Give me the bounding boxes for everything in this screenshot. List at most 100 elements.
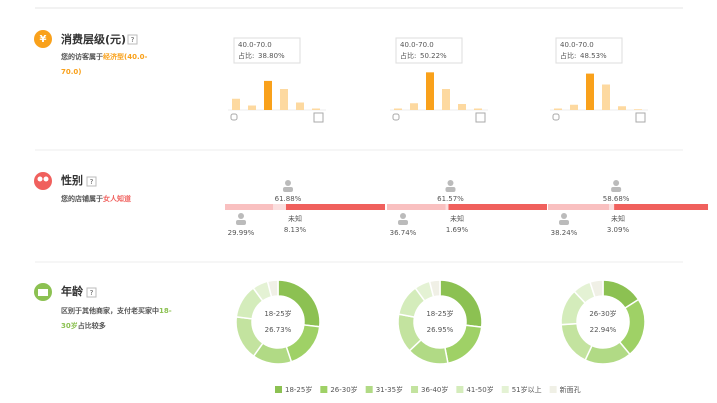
section-icon [34, 30, 52, 48]
male-label: 36.74% [390, 229, 417, 237]
unknown-name: 未知 [611, 214, 625, 223]
tooltip-box [395, 37, 463, 64]
desc-highlight: 18-30岁 [61, 307, 172, 330]
section-title: 消费层级(元) [61, 32, 126, 46]
min-icon [552, 113, 560, 121]
female-label: 61.88% [275, 195, 302, 203]
legend-label: 新面孔 [560, 385, 581, 394]
unknown-label: 3.09% [607, 226, 630, 234]
bar [410, 103, 418, 110]
tooltip-range: 40.0-70.0 [560, 41, 594, 49]
tooltip-range: 40.0-70.0 [400, 41, 434, 49]
bar [394, 108, 402, 110]
icon-shape [38, 289, 48, 296]
donut-center-name: 18-25岁 [426, 309, 453, 318]
bar [458, 104, 466, 110]
help-icon[interactable] [86, 287, 97, 298]
legend-swatch [456, 386, 464, 393]
section-desc: 您的店铺属于女人知道 [61, 192, 171, 207]
section-title: 性别 [61, 173, 83, 187]
tooltip-label: 占比: [560, 51, 576, 60]
bar [280, 89, 288, 110]
donut-center-name: 18-25岁 [264, 309, 291, 318]
desc-highlight: 经济型(40.0-70.0) [61, 53, 148, 76]
legend-swatch [501, 386, 509, 393]
section-icon [34, 172, 52, 190]
person-icon [445, 187, 456, 192]
person-icon [400, 213, 406, 219]
female-bar [614, 204, 709, 210]
person-icon [284, 180, 291, 186]
donut-center-value: 26.73% [265, 326, 292, 334]
desc-text: 区别于其他商家，支付老买家中 [61, 307, 159, 315]
tooltip-box [233, 37, 301, 64]
min-icon [230, 113, 238, 121]
person-icon [398, 220, 408, 225]
tooltip-value: 50.22% [420, 52, 447, 60]
bar [264, 80, 272, 110]
donut-segment [439, 279, 483, 329]
bar [442, 89, 450, 110]
help-icon[interactable] [127, 34, 138, 45]
person-icon [559, 220, 569, 225]
person-icon [561, 213, 567, 219]
section-desc: 区别于其他商家，支付老买家中18-30岁占比较多 [61, 304, 181, 334]
section-desc: 您的访客属于经济型(40.0-70.0) [61, 50, 156, 80]
male-label: 29.99% [228, 229, 255, 237]
tooltip-range: 40.0-70.0 [238, 41, 272, 49]
legend-label: 26-30岁 [330, 385, 357, 394]
donut-center-value: 22.94% [590, 326, 617, 334]
unknown-name: 未知 [450, 214, 464, 223]
min-icon [392, 113, 400, 121]
person-icon [447, 180, 454, 186]
female-bar [285, 204, 385, 210]
help-text[interactable]: ? [90, 289, 94, 297]
bar [586, 73, 594, 110]
female-label: 58.68% [603, 195, 630, 203]
unknown-bar [445, 204, 449, 210]
person-icon [236, 220, 246, 225]
help-text[interactable]: ? [90, 178, 94, 186]
desc-highlight: 女人知道 [103, 195, 131, 203]
donut-center-name: 26-30岁 [589, 309, 616, 318]
unknown-name: 未知 [288, 214, 302, 223]
bar [570, 104, 578, 110]
tooltip-label: 占比: [400, 51, 416, 60]
male-bar [387, 204, 446, 210]
bar [634, 109, 642, 110]
legend-swatch [275, 386, 282, 393]
legend-label: 36-40岁 [421, 385, 448, 394]
bar [248, 105, 256, 110]
help-text[interactable]: ? [131, 36, 135, 44]
bar [618, 106, 626, 110]
unknown-bar [609, 204, 615, 210]
max-icon [475, 112, 486, 123]
bar [426, 72, 434, 110]
icon-shape [37, 176, 43, 182]
female-bar [448, 204, 547, 210]
bar [296, 102, 304, 110]
male-bar [548, 204, 610, 210]
donut-center-value: 26.95% [427, 326, 454, 334]
donut-segment [560, 322, 593, 362]
unknown-label: 8.13% [284, 226, 307, 234]
section-title: 年龄 [61, 284, 84, 298]
legend-swatch [411, 386, 419, 393]
bar [312, 108, 320, 110]
female-label: 61.57% [437, 195, 464, 203]
unknown-label: 1.69% [446, 226, 469, 234]
legend-swatch [320, 386, 328, 393]
person-icon [613, 180, 620, 186]
bar [474, 108, 482, 110]
icon-shape [43, 176, 49, 182]
icon-text: ¥ [40, 34, 47, 45]
person-icon [282, 187, 293, 192]
tooltip-value: 38.80% [258, 52, 285, 60]
unknown-bar [272, 204, 286, 210]
legend-label: 51岁以上 [512, 385, 542, 394]
help-icon[interactable] [86, 176, 97, 187]
tooltip-box [555, 37, 623, 64]
donut-segment [266, 279, 279, 298]
